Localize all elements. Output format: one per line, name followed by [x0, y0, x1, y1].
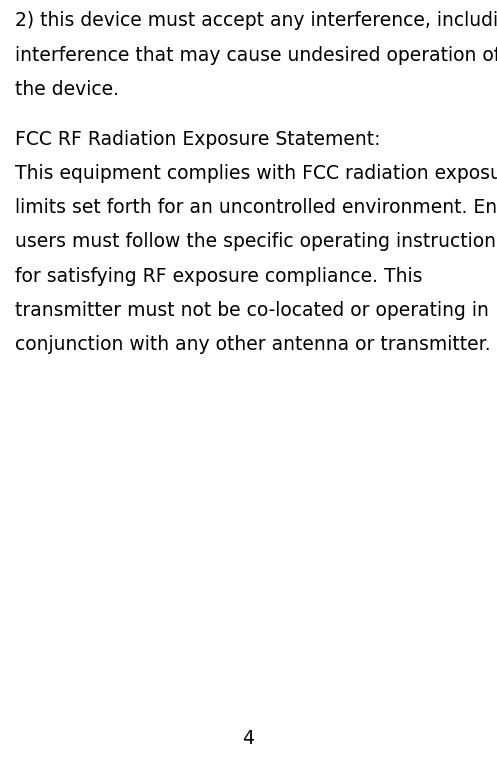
Text: for satisfying RF exposure compliance. This: for satisfying RF exposure compliance. T… [15, 267, 422, 286]
Text: 4: 4 [243, 729, 254, 748]
Text: transmitter must not be co-located or operating in: transmitter must not be co-located or op… [15, 301, 489, 320]
Text: This equipment complies with FCC radiation exposure: This equipment complies with FCC radiati… [15, 164, 497, 183]
Text: the device.: the device. [15, 80, 119, 99]
Text: FCC RF Radiation Exposure Statement:: FCC RF Radiation Exposure Statement: [15, 130, 380, 149]
Text: conjunction with any other antenna or transmitter.: conjunction with any other antenna or tr… [15, 335, 491, 354]
Text: 2) this device must accept any interference, including: 2) this device must accept any interfere… [15, 11, 497, 30]
Text: limits set forth for an uncontrolled environment. End: limits set forth for an uncontrolled env… [15, 198, 497, 217]
Text: users must follow the specific operating instructions: users must follow the specific operating… [15, 232, 497, 251]
Text: interference that may cause undesired operation of: interference that may cause undesired op… [15, 46, 497, 65]
